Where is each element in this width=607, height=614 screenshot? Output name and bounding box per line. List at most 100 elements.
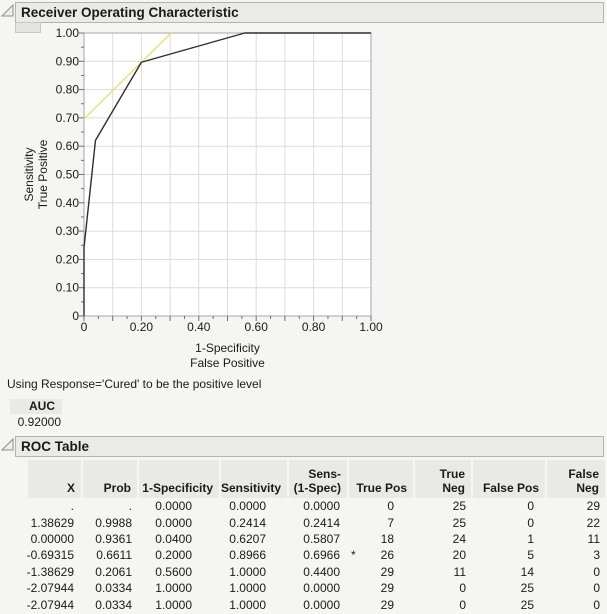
positive-level-note: Using Response='Cured' to be the positiv… [7, 377, 262, 391]
cell: 0.0000 [303, 499, 340, 514]
x-tick-label: 0 [81, 320, 88, 334]
cell: 0.9988 [95, 515, 132, 530]
disclosure-triangle-icon[interactable] [1, 4, 14, 17]
disclosure-triangle-icon[interactable] [1, 438, 14, 451]
x-tick-label: 1.00 [359, 320, 383, 334]
cell: 0.2414 [229, 515, 266, 530]
table-row: -2.07944 0.0334 1.0000 1.0000 0.0000 29 0 25 0 [2, 580, 605, 596]
cell: 1.0000 [155, 581, 192, 596]
optimal-flag [348, 514, 364, 530]
cell: 25 [520, 581, 534, 596]
y-tick-label: 0.40 [56, 196, 80, 210]
roc-table-container: X Prob 1-Specificity Sensitivity Sens- (1-Sp… [2, 460, 605, 613]
cell: 1.0000 [229, 581, 266, 596]
cell: 0.2061 [95, 564, 132, 579]
cell: 0.4400 [303, 564, 340, 579]
cell: 0 [459, 581, 466, 596]
cell: 1.38629 [30, 515, 74, 530]
optimal-flag [348, 596, 364, 612]
outline-stub [15, 22, 41, 33]
optimal-flag: * [351, 548, 356, 563]
cell: 0 [593, 581, 600, 596]
cell: 0.0400 [155, 531, 192, 546]
cell: -2.07944 [26, 597, 74, 612]
cell: 0.0000 [155, 499, 192, 514]
section-title[interactable]: Receiver Operating Characteristic [15, 2, 604, 23]
cell: 0.0000 [303, 581, 340, 596]
tangent-line [83, 32, 172, 120]
section-title[interactable]: ROC Table [15, 436, 604, 457]
cell: 1.0000 [229, 564, 266, 579]
y-tick-label: 0.60 [56, 139, 80, 153]
cell: 0.0000 [229, 499, 266, 514]
x-tick-label: 0.40 [187, 320, 211, 334]
y-tick-label: 1.00 [56, 26, 80, 40]
cell: -1.38629 [26, 564, 74, 579]
cell: 29 [380, 597, 394, 612]
y-tick-label: 0.90 [56, 54, 80, 68]
y-axis-label-2: True Positive [36, 139, 50, 209]
cell: 0.6611 [96, 548, 132, 563]
roc-chart: 0 0.20 0.40 0.60 0.80 1.00 0 0.10 0.20 0.30 0.40 0.… [22, 26, 383, 370]
cell: -0.69315 [26, 548, 74, 563]
y-tick-label: 0.30 [56, 224, 80, 238]
cell: 11 [453, 564, 466, 579]
cell: 0.2414 [303, 515, 340, 530]
table-header-row: X Prob 1-Specificity Sensitivity Sens- (1-Sp… [2, 460, 605, 498]
cell: 1 [527, 531, 534, 546]
cell: 25 [520, 597, 534, 612]
cell: 0.2000 [155, 548, 192, 563]
auc-header: AUC [10, 399, 62, 414]
cell: 11 [587, 531, 600, 546]
y-tick-label: 0.50 [56, 168, 80, 182]
column-header: True Neg [413, 460, 472, 498]
y-tick-label: 0.70 [56, 111, 80, 125]
cell: 25 [452, 515, 466, 530]
cell: 0 [527, 499, 534, 514]
cell: . [128, 499, 132, 514]
y-tick-label: 0 [72, 309, 79, 323]
x-tick-label: 0.80 [302, 320, 326, 334]
table-row: 0.00000 0.9361 0.0400 0.6207 0.5807 18 24 1 11 [2, 531, 605, 547]
cell: 1.0000 [155, 597, 192, 612]
cell: 24 [452, 531, 466, 546]
cell: 1.0000 [229, 597, 266, 612]
cell: 0.5600 [155, 564, 192, 579]
column-header: X [2, 460, 82, 498]
optimal-flag [348, 531, 364, 547]
cell: 7 [387, 515, 394, 530]
optimal-flag [348, 498, 364, 514]
roc-table-head: X Prob 1-Specificity Sensitivity Sens- (1-Sp… [2, 460, 605, 498]
column-header: False Neg [545, 460, 605, 498]
roc-section-header: Receiver Operating Characteristic [0, 1, 607, 23]
cell: 18 [380, 531, 394, 546]
table-row: 1.38629 0.9988 0.0000 0.2414 0.2414 7 25 0 22 [2, 514, 605, 530]
auc-value: 0.92000 [17, 415, 61, 429]
cell: 29 [586, 499, 600, 514]
column-header: Prob [81, 460, 138, 498]
column-header: Sensitivity [219, 460, 288, 498]
cell: 0.00000 [30, 531, 74, 546]
roc-curve-line [83, 32, 371, 316]
cell: 29 [380, 581, 394, 596]
cell: 0.0334 [95, 581, 132, 596]
cell: 0 [527, 515, 534, 530]
x-tick-label: 0.20 [130, 320, 154, 334]
optimal-flag [348, 580, 364, 596]
cell: -2.07944 [26, 581, 74, 596]
x-tick-label: 0.60 [245, 320, 269, 334]
x-axis-label-2: False Positive [190, 356, 265, 370]
cell: . [70, 499, 74, 514]
cell: 20 [452, 548, 466, 563]
y-tick-label: 0.10 [56, 281, 80, 295]
cell: 14 [520, 564, 534, 579]
cell: 0.9361 [95, 531, 132, 546]
cell: 5 [527, 548, 534, 563]
table-row: -0.69315 0.6611 0.2000 0.8966 0.6966 * 26 20 5 3 [2, 547, 605, 563]
column-header: 1-Specificity [137, 460, 220, 498]
table-row: -2.07944 0.0334 1.0000 1.0000 0.0000 29 0 25 0 [2, 596, 605, 612]
column-header: True Pos [347, 460, 414, 498]
cell: 0.5807 [303, 531, 340, 546]
roc-table-body: .. 0.0000 0.0000 0.0000 0 25 0 29 1.38629 0.9988 0… [2, 498, 605, 613]
cell: 0.0000 [303, 597, 340, 612]
